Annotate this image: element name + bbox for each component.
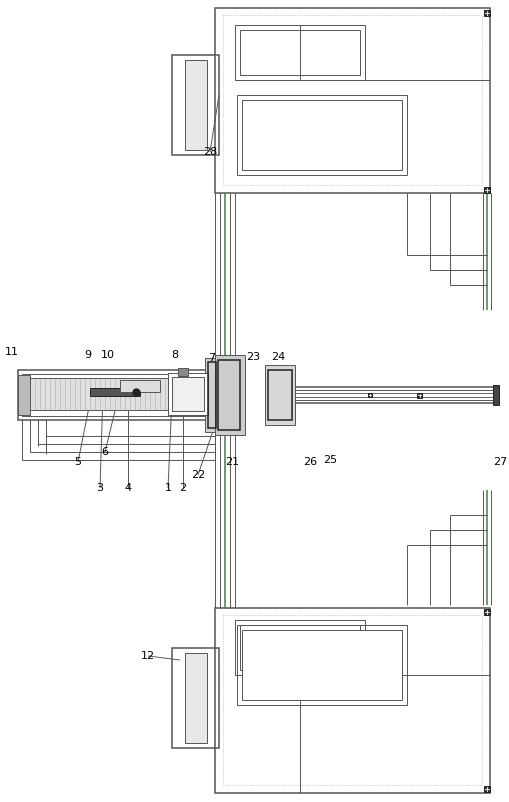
Bar <box>185 60 207 150</box>
Bar <box>268 370 292 420</box>
Bar <box>30 420 243 438</box>
Bar <box>223 615 482 785</box>
Bar <box>22 374 209 416</box>
Text: 26: 26 <box>303 457 317 467</box>
Bar <box>18 375 30 415</box>
Text: 5: 5 <box>74 457 81 467</box>
Text: 2: 2 <box>180 483 187 493</box>
Bar <box>484 187 490 193</box>
Text: 23: 23 <box>246 352 260 362</box>
Bar <box>185 653 207 743</box>
Bar <box>172 377 204 411</box>
Text: 3: 3 <box>97 483 103 493</box>
Bar <box>18 370 213 420</box>
Bar <box>484 10 490 16</box>
Bar <box>218 360 240 430</box>
Text: 25: 25 <box>323 455 337 465</box>
Bar <box>417 392 422 398</box>
Bar <box>205 358 219 432</box>
Text: 4: 4 <box>124 483 131 493</box>
Bar <box>172 648 219 748</box>
Text: 7: 7 <box>209 353 216 363</box>
Text: 6: 6 <box>101 447 108 457</box>
Bar <box>168 373 208 415</box>
Bar <box>215 8 490 193</box>
Bar <box>120 380 160 392</box>
Bar <box>178 368 188 376</box>
Bar <box>215 608 490 793</box>
Bar <box>215 355 245 435</box>
Text: 10: 10 <box>101 350 115 360</box>
Text: 12: 12 <box>141 651 155 661</box>
Bar <box>223 15 482 185</box>
Bar <box>484 609 490 615</box>
Bar <box>208 362 216 428</box>
Bar <box>368 393 372 397</box>
Bar <box>237 625 407 705</box>
Bar <box>237 95 407 175</box>
Text: 8: 8 <box>172 350 179 360</box>
Bar <box>242 630 402 700</box>
Bar <box>265 365 295 425</box>
Bar <box>484 786 490 792</box>
Bar <box>235 25 365 80</box>
Bar <box>240 625 360 670</box>
Bar <box>46 420 259 454</box>
Bar <box>38 420 251 446</box>
Bar <box>493 385 499 405</box>
Bar <box>240 30 360 75</box>
Text: 9: 9 <box>84 350 92 360</box>
Bar <box>28 378 168 410</box>
Text: 21: 21 <box>225 457 239 467</box>
Bar <box>235 620 365 675</box>
Bar <box>172 55 219 155</box>
Bar <box>22 420 235 430</box>
Text: 22: 22 <box>191 470 205 480</box>
Text: 28: 28 <box>203 147 217 157</box>
Text: 27: 27 <box>493 457 507 467</box>
Text: 24: 24 <box>271 352 285 362</box>
Text: 1: 1 <box>164 483 172 493</box>
Text: 11: 11 <box>5 347 19 357</box>
Bar <box>90 388 140 396</box>
Bar <box>242 100 402 170</box>
